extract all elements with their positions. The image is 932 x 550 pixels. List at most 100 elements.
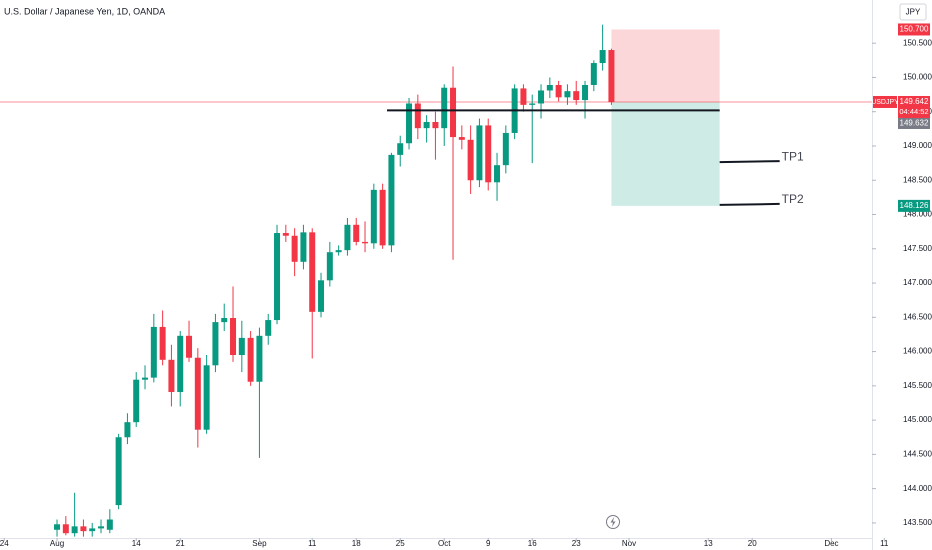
candle-body bbox=[318, 280, 325, 312]
candle-body bbox=[124, 422, 131, 438]
candle-body bbox=[441, 87, 448, 129]
stop-zone bbox=[611, 29, 720, 102]
candle-body bbox=[291, 235, 298, 262]
countdown-label: 04:44:52 bbox=[899, 107, 928, 116]
candle-body bbox=[590, 63, 597, 85]
candle-body bbox=[98, 526, 105, 529]
candle-body bbox=[256, 335, 263, 382]
candle-body bbox=[54, 524, 61, 530]
lightning-icon[interactable] bbox=[606, 515, 620, 529]
candle-body bbox=[177, 335, 184, 393]
candle-body bbox=[80, 526, 87, 532]
chart-title: U.S. Dollar / Japanese Yen, 1D, OANDA bbox=[4, 6, 165, 16]
candle-body bbox=[502, 132, 509, 166]
candle-body bbox=[388, 154, 395, 246]
candle-body bbox=[142, 377, 149, 380]
candle-body bbox=[150, 326, 157, 378]
x-tick-label: Dec bbox=[824, 539, 838, 548]
candle-body bbox=[194, 357, 201, 430]
candle-body bbox=[458, 137, 465, 140]
y-tick-label: 150.500 bbox=[903, 38, 932, 47]
candle-body bbox=[362, 241, 369, 244]
candle-body bbox=[106, 519, 113, 530]
x-tick-label: 25 bbox=[396, 539, 405, 548]
candle-body bbox=[115, 437, 122, 506]
x-tick-label: 21 bbox=[176, 539, 185, 548]
y-tick-label: 143.500 bbox=[903, 518, 932, 527]
y-tick-label: 148.000 bbox=[903, 210, 932, 219]
bid-tag-label: 149.632 bbox=[900, 119, 929, 128]
x-tick-label: 13 bbox=[704, 539, 713, 548]
candle-body bbox=[168, 359, 175, 393]
x-tick-label: 24 bbox=[0, 539, 9, 548]
candle-body bbox=[353, 224, 360, 242]
candle-body bbox=[538, 90, 545, 104]
y-tick-label: 146.500 bbox=[903, 312, 932, 321]
target-tag bbox=[898, 199, 930, 212]
candle-body bbox=[326, 252, 333, 281]
x-tick-label: Sep bbox=[252, 539, 267, 548]
candle-body bbox=[546, 84, 553, 91]
x-tick-label: Oct bbox=[438, 539, 451, 548]
candle-body bbox=[467, 139, 474, 181]
candle-body bbox=[450, 87, 457, 138]
candle-body bbox=[265, 320, 272, 336]
target-zone bbox=[611, 101, 720, 206]
candle-body bbox=[186, 335, 193, 358]
candle-body bbox=[423, 121, 430, 129]
x-tick-label: Nov bbox=[622, 539, 636, 548]
candle-body bbox=[564, 91, 571, 98]
candle-body bbox=[520, 88, 527, 105]
symbol-tag bbox=[873, 95, 897, 108]
y-tick-label: 144.500 bbox=[903, 449, 932, 458]
bid-tag bbox=[898, 117, 930, 129]
price-tag bbox=[898, 95, 930, 118]
currency-label: JPY bbox=[906, 8, 921, 17]
icon-bolt bbox=[610, 517, 616, 527]
candle-body bbox=[397, 143, 404, 155]
target-label: TP2 bbox=[782, 192, 804, 206]
x-tick-label: Aug bbox=[50, 539, 64, 548]
candle-body bbox=[344, 224, 351, 251]
y-tick-label: 145.000 bbox=[903, 415, 932, 424]
candle-body bbox=[89, 528, 96, 532]
y-tick-label: 147.000 bbox=[903, 278, 932, 287]
candle-body bbox=[414, 103, 421, 129]
candle-body bbox=[230, 318, 237, 356]
y-tick-label: 145.500 bbox=[903, 381, 932, 390]
y-tick-label: 150.000 bbox=[903, 73, 932, 82]
candle-body bbox=[282, 233, 289, 236]
candle-body bbox=[476, 125, 483, 181]
symbol-tag-label: USDJPY bbox=[871, 99, 899, 106]
candle-body bbox=[238, 337, 245, 356]
y-tick-label: 147.500 bbox=[903, 244, 932, 253]
candle-body bbox=[573, 91, 580, 101]
candle-body bbox=[159, 326, 166, 360]
candle-body bbox=[494, 165, 501, 183]
candle-body bbox=[529, 103, 536, 105]
target-line bbox=[719, 202, 780, 206]
x-tick-label: 20 bbox=[748, 539, 757, 548]
candle-body bbox=[335, 250, 342, 253]
price-tag-label: 149.642 bbox=[900, 97, 929, 106]
candle-body bbox=[71, 526, 78, 534]
currency-button[interactable] bbox=[899, 3, 927, 21]
y-tick-label: 144.000 bbox=[903, 484, 932, 493]
candle-body bbox=[582, 84, 589, 101]
candle-body bbox=[370, 189, 377, 244]
stop-tag-label: 150.700 bbox=[900, 25, 929, 34]
candle-body bbox=[300, 232, 307, 262]
candle-body bbox=[274, 233, 281, 321]
candle-body bbox=[221, 318, 228, 323]
x-tick-label: 11 bbox=[308, 539, 317, 548]
candle-body bbox=[608, 50, 615, 103]
candle-body bbox=[212, 322, 219, 366]
candle-body bbox=[62, 524, 69, 534]
y-tick-label: 149.000 bbox=[903, 141, 932, 150]
target-tag-label: 148.126 bbox=[900, 201, 929, 210]
candle-body bbox=[133, 379, 140, 423]
y-tick-label: 146.000 bbox=[903, 347, 932, 356]
x-tick-label: 14 bbox=[132, 539, 141, 548]
